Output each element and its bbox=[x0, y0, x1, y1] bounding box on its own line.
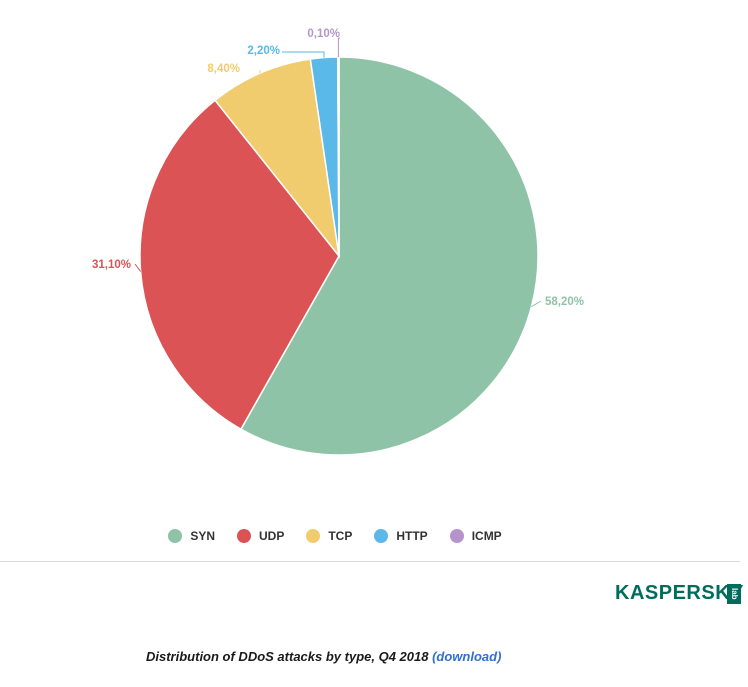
legend-marker-udp bbox=[237, 529, 251, 543]
legend-label-syn: SYN bbox=[190, 529, 215, 543]
data-label-icmp: 0,10% bbox=[307, 28, 340, 40]
legend-marker-icmp bbox=[449, 529, 464, 543]
caption-text: Distribution of DDoS attacks by type, Q4… bbox=[146, 649, 429, 664]
download-link[interactable]: (download) bbox=[432, 649, 502, 664]
data-label-syn: 58,20% bbox=[545, 296, 584, 308]
connector-http bbox=[282, 51, 325, 58]
data-labels: 58,20% 31,10% 8,40% 2,20% 0,10% bbox=[92, 28, 584, 308]
kaspersky-logo: KASPERSKY bbox=[615, 582, 744, 604]
data-label-tcp: 8,40% bbox=[207, 63, 240, 75]
chart-legend: SYN UDP TCP HTTP ICMP bbox=[0, 529, 670, 543]
label-connectors bbox=[134, 37, 542, 308]
data-label-udp: 31,10% bbox=[92, 259, 131, 271]
pie-slices bbox=[139, 56, 539, 456]
pie-slice-tcp[interactable] bbox=[214, 58, 341, 259]
pie-slice-udp[interactable] bbox=[139, 99, 340, 431]
connector-udp bbox=[134, 263, 142, 272]
data-label-http: 2,20% bbox=[247, 45, 280, 57]
legend-label-tcp: TCP bbox=[328, 529, 353, 543]
section-divider bbox=[0, 561, 740, 562]
connector-icmp bbox=[337, 37, 340, 57]
legend-marker-tcp bbox=[306, 529, 321, 543]
legend-item-icmp[interactable]: ICMP bbox=[449, 529, 502, 543]
connector-syn bbox=[531, 300, 542, 308]
legend-label-icmp: ICMP bbox=[471, 529, 502, 543]
legend-label-udp: UDP bbox=[259, 529, 285, 543]
pie-chart: 58,20% 31,10% 8,40% 2,20% 0,10% bbox=[92, 28, 584, 456]
kaspersky-lab-badge: lab bbox=[727, 584, 741, 604]
legend-marker-http bbox=[374, 529, 389, 543]
legend-item-udp[interactable]: UDP bbox=[237, 529, 284, 543]
legend-item-syn[interactable]: SYN bbox=[168, 529, 215, 543]
legend-item-tcp[interactable]: TCP bbox=[306, 529, 352, 543]
legend-label-http: HTTP bbox=[396, 529, 428, 543]
legend-marker-syn bbox=[168, 529, 183, 543]
chart-caption: Distribution of DDoS attacks by type, Q4… bbox=[146, 649, 501, 664]
legend-item-http[interactable]: HTTP bbox=[374, 529, 428, 543]
